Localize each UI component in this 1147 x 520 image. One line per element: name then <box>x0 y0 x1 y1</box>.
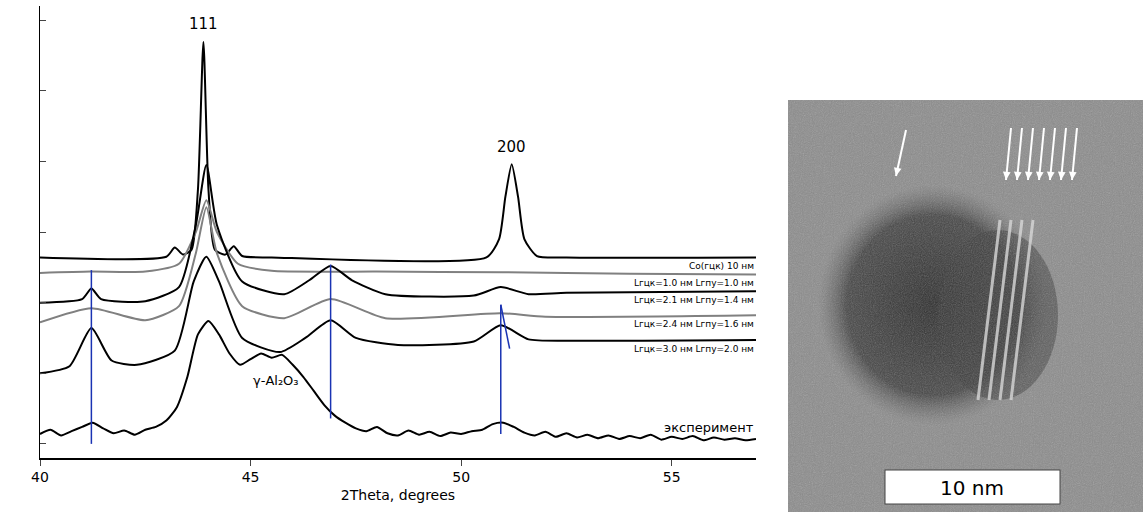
svg-text:50: 50 <box>452 469 470 485</box>
svg-text:Lгцк=1.0 нм Lгпу=1.0 нм: Lгцк=1.0 нм Lгпу=1.0 нм <box>634 278 754 288</box>
svg-text:45: 45 <box>242 469 260 485</box>
svg-text:200: 200 <box>497 138 526 156</box>
svg-text:10 nm: 10 nm <box>940 476 1004 500</box>
svg-text:Co(гцк) 10 нм: Co(гцк) 10 нм <box>689 261 754 271</box>
svg-text:Lгцк=2.1 нм Lгпу=1.4 нм: Lгцк=2.1 нм Lгпу=1.4 нм <box>634 295 754 305</box>
svg-text:40: 40 <box>31 469 49 485</box>
svg-text:55: 55 <box>663 469 681 485</box>
svg-text:эксперимент: эксперимент <box>664 420 754 435</box>
svg-text:Lгцк=3.0 нм Lгпу=2.0 нм: Lгцк=3.0 нм Lгпу=2.0 нм <box>634 344 754 354</box>
svg-text:γ-Al₂O₃: γ-Al₂O₃ <box>253 373 299 388</box>
svg-text:Lгцк=2.4 нм Lгпу=1.6 нм: Lгцк=2.4 нм Lгпу=1.6 нм <box>634 319 754 329</box>
svg-text:111: 111 <box>189 15 218 33</box>
svg-text:2Theta, degrees: 2Theta, degrees <box>341 487 455 503</box>
